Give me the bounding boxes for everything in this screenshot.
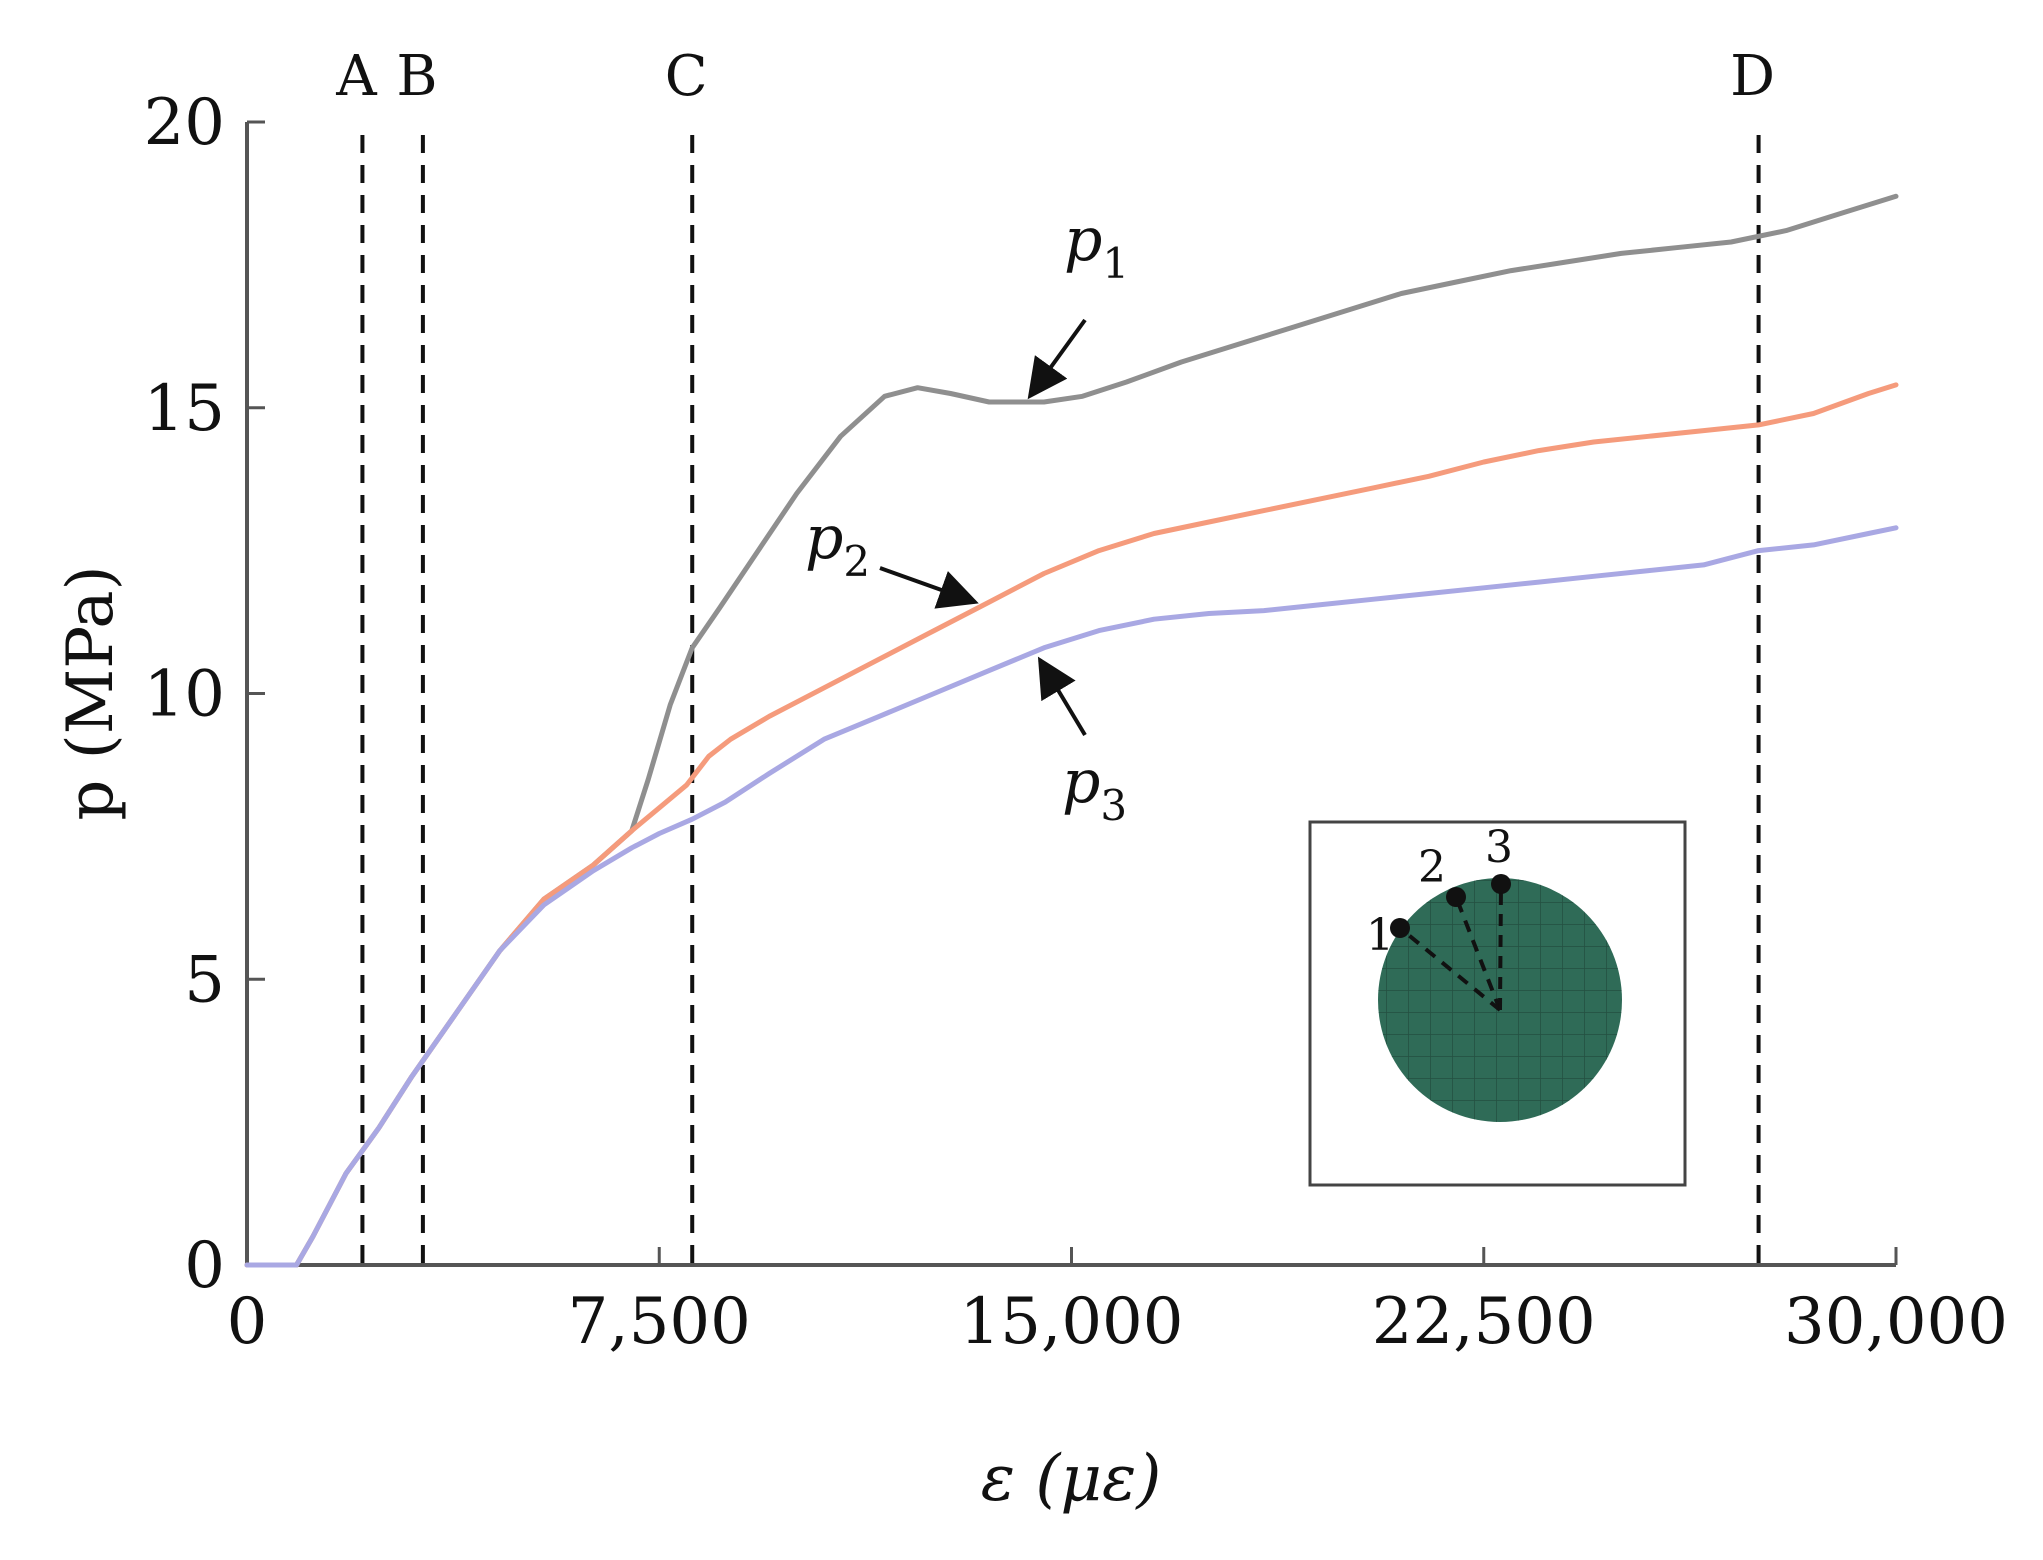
sensor-label-2: 2 <box>1418 842 1446 893</box>
y-tick-label: 20 <box>144 86 225 160</box>
marker-label-C: C <box>665 44 708 109</box>
annotation-p1-arrow <box>1027 318 1087 400</box>
x-tick-label: 15,000 <box>960 1285 1184 1359</box>
sensor-label-3: 3 <box>1485 822 1513 873</box>
x-ticks: 0 7,500 15,000 22,500 30,000 <box>227 1247 2008 1359</box>
x-tick-label: 0 <box>227 1285 268 1359</box>
x-tick-label: 22,500 <box>1372 1285 1596 1359</box>
svg-text:p2: p2 <box>805 503 870 586</box>
annotation-p1-sub: 1 <box>1102 239 1129 288</box>
y-tick-label: 15 <box>144 372 225 446</box>
x-axis-label: ε (με) <box>981 1442 1162 1516</box>
annotation-p3-arrow <box>1037 656 1087 737</box>
x-tick-label: 30,000 <box>1784 1285 2008 1359</box>
radius-line-1 <box>1398 926 1502 1012</box>
axes: 0 7,500 15,000 22,500 30,000 0 5 10 15 20 <box>144 86 2008 1359</box>
annotation-p3: p3 <box>1037 656 1127 830</box>
annotation-p2-sub: 2 <box>843 537 870 586</box>
annotation-p2: p2 <box>805 503 979 609</box>
inset-diagram: 1 2 3 <box>1308 820 1687 1187</box>
y-tick-label: 0 <box>184 1229 225 1303</box>
marker-label-A: A <box>335 44 377 109</box>
sensor-point-2 <box>1446 887 1466 907</box>
marker-label-B: B <box>396 44 437 109</box>
series-lines <box>244 193 1899 1268</box>
series-annotations: p1 p2 p3 <box>805 205 1129 830</box>
y-tick-label: 5 <box>184 943 225 1017</box>
annotation-p2-arrow <box>879 566 979 609</box>
radius-line-3 <box>1498 883 1503 1011</box>
y-axis-label: p (MPa) <box>54 565 128 820</box>
marker-label-D: D <box>1730 44 1775 109</box>
sensor-point-3 <box>1491 874 1511 894</box>
sensor-label-1: 1 <box>1366 910 1394 961</box>
annotation-p1: p1 <box>1027 205 1129 400</box>
y-tick-label: 10 <box>144 658 225 732</box>
sensor-point-1 <box>1390 918 1410 938</box>
x-tick-label: 7,500 <box>568 1285 751 1359</box>
svg-text:p3: p3 <box>1062 747 1127 830</box>
annotation-p3-sub: 3 <box>1100 781 1127 830</box>
svg-text:p1: p1 <box>1064 205 1129 288</box>
series-line-p3 <box>244 525 1899 1268</box>
